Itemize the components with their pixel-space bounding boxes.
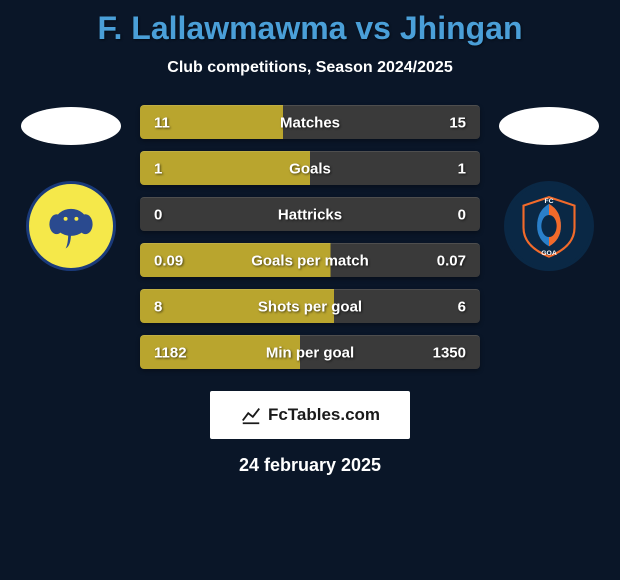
- stat-left-value: 11: [154, 114, 170, 131]
- stat-left-value: 8: [154, 298, 162, 315]
- svg-text:FC: FC: [544, 198, 553, 205]
- stat-bar: 1 Goals 1: [140, 151, 480, 185]
- stat-bar: 11 Matches 15: [140, 105, 480, 139]
- fc-goa-icon: FC GOA: [515, 192, 583, 260]
- comparison-body: 11 Matches 15 1 Goals 1 0 Hattricks 0 0.09 Goals p…: [0, 105, 620, 369]
- player-left-column: [16, 105, 126, 271]
- player-left-club-badge: [26, 181, 116, 271]
- stat-left-value: 0.09: [154, 252, 183, 269]
- comparison-title: F. Lallawmawma vs Jhingan: [97, 10, 522, 47]
- stat-bar: 1182 Min per goal 1350: [140, 335, 480, 369]
- stat-left-value: 0: [154, 206, 162, 223]
- chart-icon: [240, 404, 262, 426]
- comparison-date: 24 february 2025: [239, 455, 381, 476]
- player-right-column: FC GOA: [494, 105, 604, 271]
- stat-right-value: 1: [458, 160, 466, 177]
- stat-label: Goals: [289, 160, 331, 177]
- stat-bar: 0.09 Goals per match 0.07: [140, 243, 480, 277]
- stats-column: 11 Matches 15 1 Goals 1 0 Hattricks 0 0.09 Goals p…: [140, 105, 480, 369]
- stat-bar: 0 Hattricks 0: [140, 197, 480, 231]
- stat-label: Min per goal: [266, 344, 354, 361]
- stat-right-value: 6: [458, 298, 466, 315]
- stat-bar: 8 Shots per goal 6: [140, 289, 480, 323]
- stat-label: Hattricks: [278, 206, 342, 223]
- stat-right-value: 15: [449, 114, 466, 131]
- svg-text:GOA: GOA: [541, 250, 557, 257]
- stat-label: Matches: [280, 114, 340, 131]
- stat-left-value: 1182: [154, 344, 187, 361]
- stat-label: Goals per match: [251, 252, 369, 269]
- source-text: FcTables.com: [268, 405, 380, 425]
- stat-right-value: 0: [458, 206, 466, 223]
- elephant-icon: [44, 199, 98, 253]
- comparison-subtitle: Club competitions, Season 2024/2025: [167, 59, 452, 77]
- player-left-avatar-placeholder: [21, 107, 121, 145]
- player-right-avatar-placeholder: [499, 107, 599, 145]
- stat-right-value: 0.07: [437, 252, 466, 269]
- stat-label: Shots per goal: [258, 298, 362, 315]
- stat-left-value: 1: [154, 160, 162, 177]
- source-badge: FcTables.com: [210, 391, 410, 439]
- player-right-club-badge: FC GOA: [504, 181, 594, 271]
- stat-right-value: 1350: [433, 344, 466, 361]
